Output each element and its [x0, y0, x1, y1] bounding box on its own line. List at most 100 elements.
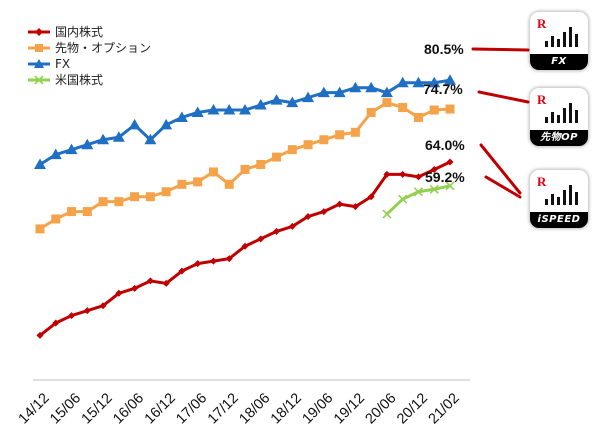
domestic-stocks-point [36, 331, 44, 339]
fx-point [365, 81, 378, 93]
app-icon-label: 先物OP [530, 130, 588, 146]
futures-options-point [208, 167, 218, 177]
futures-options-point [67, 207, 77, 217]
domestic-stocks-point [241, 242, 249, 250]
domestic-stocks-point [430, 165, 438, 173]
fx-series [34, 74, 456, 170]
end-labels: 80.5% 74.7% 64.0% 59.2% [423, 41, 465, 185]
legend-marker [35, 44, 43, 52]
fx-point [239, 104, 251, 115]
connectors [471, 47, 530, 199]
fx-point [144, 133, 157, 145]
domestic-stocks-point [288, 222, 296, 230]
fx-point [128, 118, 141, 130]
domestic-stocks-point [115, 289, 123, 297]
fx-point [65, 143, 78, 155]
fx-point [112, 131, 125, 142]
connector-line [477, 90, 530, 104]
domestic-stocks-point [194, 260, 202, 268]
fx-point [317, 86, 330, 98]
fx-point [396, 76, 409, 88]
futures-options-point [114, 197, 124, 207]
fx-point [286, 96, 299, 108]
fx-point [333, 86, 346, 98]
x-tick-label: 18/06 [236, 390, 273, 427]
futures-options-point [366, 107, 376, 117]
fx-point [380, 86, 393, 98]
us-stocks-series [382, 181, 455, 219]
x-tick-label: 14/12 [16, 390, 53, 427]
fx-point [270, 94, 283, 105]
legend-label: FX [55, 57, 70, 71]
rakuten-logo-icon: R [537, 92, 547, 107]
x-tick-label: 20/12 [394, 390, 431, 427]
fx-point [160, 118, 173, 130]
x-tick-label: 16/12 [142, 390, 179, 427]
domestic-stocks-end-label: 80.5% [424, 41, 464, 57]
rakuten-logo-icon: R [537, 174, 547, 189]
us-stocks-point [413, 187, 424, 197]
fx-point [254, 99, 267, 110]
app-icon-fx: R FX [530, 12, 588, 70]
futures-options-point [335, 130, 345, 140]
rakuten-logo-icon: R [537, 16, 547, 31]
futures-options-point [145, 192, 155, 202]
legend-item-us-stocks: 米国株式 [28, 72, 103, 87]
us-stocks-point [382, 209, 392, 219]
legend-item-futures-options: 先物・オプション [28, 41, 151, 55]
us-stocks-line [385, 184, 451, 216]
futures-options-point [51, 214, 61, 224]
futures-options-point [429, 105, 439, 115]
legend-marker [34, 59, 44, 68]
futures-options-point [224, 179, 234, 189]
futures-options-series [35, 98, 455, 234]
fx-point [97, 133, 110, 145]
x-tick-label: 15/06 [47, 390, 84, 427]
futures-options-point [98, 197, 108, 207]
domestic-stocks-point [99, 302, 107, 310]
domestic-stocks-point [273, 227, 281, 235]
fx-end-label: 64.0% [425, 137, 465, 153]
fx-point [34, 158, 46, 170]
bar-chart-icon [545, 179, 581, 205]
futures-options-point [445, 104, 455, 114]
connector-line [479, 143, 522, 195]
x-tick-label: 17/12 [205, 390, 242, 427]
domestic-stocks-point [320, 208, 328, 216]
domestic-stocks-point [209, 257, 217, 265]
domestic-stocks-point [131, 284, 139, 292]
fx-point [302, 91, 315, 103]
bar-chart-icon [545, 21, 581, 47]
legend-marker [35, 28, 43, 36]
domestic-stocks-point [351, 203, 359, 211]
x-tick-label: 19/12 [331, 390, 368, 427]
domestic-stocks-point [383, 170, 391, 178]
app-icon-label: FX [530, 54, 588, 70]
futures-options-point [256, 160, 266, 170]
legend-item-domestic-stocks: 国内株式 [28, 24, 103, 39]
fx-point [175, 111, 188, 122]
futures-options-point [193, 177, 203, 187]
connector-line [484, 175, 522, 199]
fx-point [191, 106, 204, 117]
legend-marker [34, 75, 44, 85]
us-stocks-point [429, 184, 439, 194]
x-tick-label: 17/06 [173, 390, 210, 427]
legend-label: 先物・オプション [55, 41, 151, 55]
legend-label: 米国株式 [55, 72, 103, 87]
domestic-stocks-point [257, 235, 265, 243]
futures-options-end-label: 74.7% [423, 81, 463, 97]
x-tick-label: 21/02 [426, 390, 463, 427]
domestic-stocks-point [178, 267, 186, 275]
bar-chart-icon [545, 97, 581, 123]
us-stocks-end-label: 59.2% [425, 169, 465, 185]
futures-options-point [303, 140, 313, 150]
x-tick-label: 18/12 [268, 390, 305, 427]
futures-options-point [413, 112, 423, 122]
futures-options-point [161, 187, 171, 197]
domestic-stocks-point [225, 255, 233, 263]
legend-item-fx: FX [28, 57, 70, 71]
x-tick-label: 20/06 [363, 390, 400, 427]
